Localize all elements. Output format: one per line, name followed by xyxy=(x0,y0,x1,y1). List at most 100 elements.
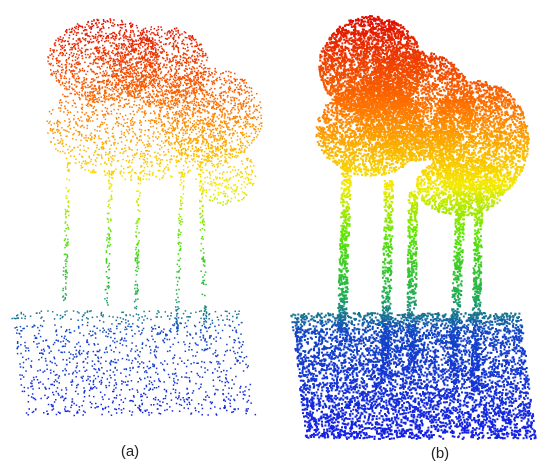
points xyxy=(50,138,255,146)
point-cloud-b xyxy=(290,15,537,440)
points xyxy=(63,252,205,260)
points xyxy=(304,420,533,428)
points xyxy=(317,114,525,122)
points xyxy=(319,48,436,56)
points xyxy=(341,204,495,212)
points xyxy=(340,198,501,206)
points xyxy=(64,222,205,230)
points xyxy=(298,366,528,374)
points xyxy=(323,84,506,92)
points xyxy=(291,318,523,326)
points xyxy=(294,330,525,338)
points xyxy=(46,120,263,128)
points xyxy=(63,264,206,272)
points xyxy=(340,252,483,260)
points xyxy=(19,366,249,374)
points xyxy=(322,42,419,50)
points xyxy=(62,270,207,276)
points xyxy=(342,174,518,182)
panel-label: (a) xyxy=(121,443,139,460)
points xyxy=(55,144,250,152)
points xyxy=(62,288,204,296)
points xyxy=(66,162,255,170)
points xyxy=(339,240,483,248)
points xyxy=(19,372,237,380)
points xyxy=(16,342,244,350)
points xyxy=(319,72,466,80)
points xyxy=(62,90,258,98)
panel-label: (b) xyxy=(431,445,449,462)
points xyxy=(47,402,252,410)
points xyxy=(340,216,484,224)
points xyxy=(20,378,252,386)
points xyxy=(339,246,483,254)
points xyxy=(295,336,524,344)
points xyxy=(20,384,250,392)
points xyxy=(73,414,218,417)
points xyxy=(306,426,536,434)
points xyxy=(50,72,236,80)
points xyxy=(300,390,529,398)
points xyxy=(300,396,532,404)
points xyxy=(338,258,483,266)
points xyxy=(64,258,206,266)
points xyxy=(14,324,240,332)
points xyxy=(16,336,244,344)
points xyxy=(291,324,524,332)
points xyxy=(67,198,243,206)
points xyxy=(64,210,204,218)
points xyxy=(62,294,206,302)
points xyxy=(62,282,207,290)
points xyxy=(318,60,456,68)
points xyxy=(341,168,524,176)
points xyxy=(53,42,203,50)
points xyxy=(48,108,261,116)
points xyxy=(25,408,257,416)
points xyxy=(337,306,482,314)
points xyxy=(47,54,209,62)
points xyxy=(296,354,527,362)
points xyxy=(55,78,248,86)
points xyxy=(43,318,243,326)
points xyxy=(324,102,522,110)
points xyxy=(337,282,482,290)
points xyxy=(27,396,250,404)
points xyxy=(301,402,531,410)
points xyxy=(50,66,232,74)
points xyxy=(318,66,460,74)
points xyxy=(294,342,523,350)
points xyxy=(357,15,380,20)
points xyxy=(331,30,413,38)
points xyxy=(318,120,529,128)
points xyxy=(340,186,511,194)
points xyxy=(335,162,526,170)
points xyxy=(328,36,418,44)
points xyxy=(294,348,526,356)
points xyxy=(64,228,206,236)
points xyxy=(338,270,483,278)
points xyxy=(299,378,530,386)
points xyxy=(319,54,448,62)
point-cloud-a xyxy=(11,18,263,417)
points xyxy=(338,300,482,308)
points xyxy=(290,312,521,320)
points xyxy=(58,96,261,104)
points xyxy=(108,180,255,188)
points xyxy=(339,288,482,296)
points xyxy=(65,186,247,194)
points xyxy=(22,354,248,362)
points xyxy=(296,360,527,368)
points xyxy=(64,246,204,254)
points xyxy=(298,372,529,380)
points xyxy=(326,156,527,164)
points xyxy=(339,234,482,242)
points xyxy=(336,24,406,32)
points xyxy=(21,390,251,398)
points xyxy=(59,84,253,92)
points xyxy=(320,78,488,86)
points xyxy=(303,414,535,422)
points xyxy=(66,168,254,176)
points xyxy=(304,432,537,440)
